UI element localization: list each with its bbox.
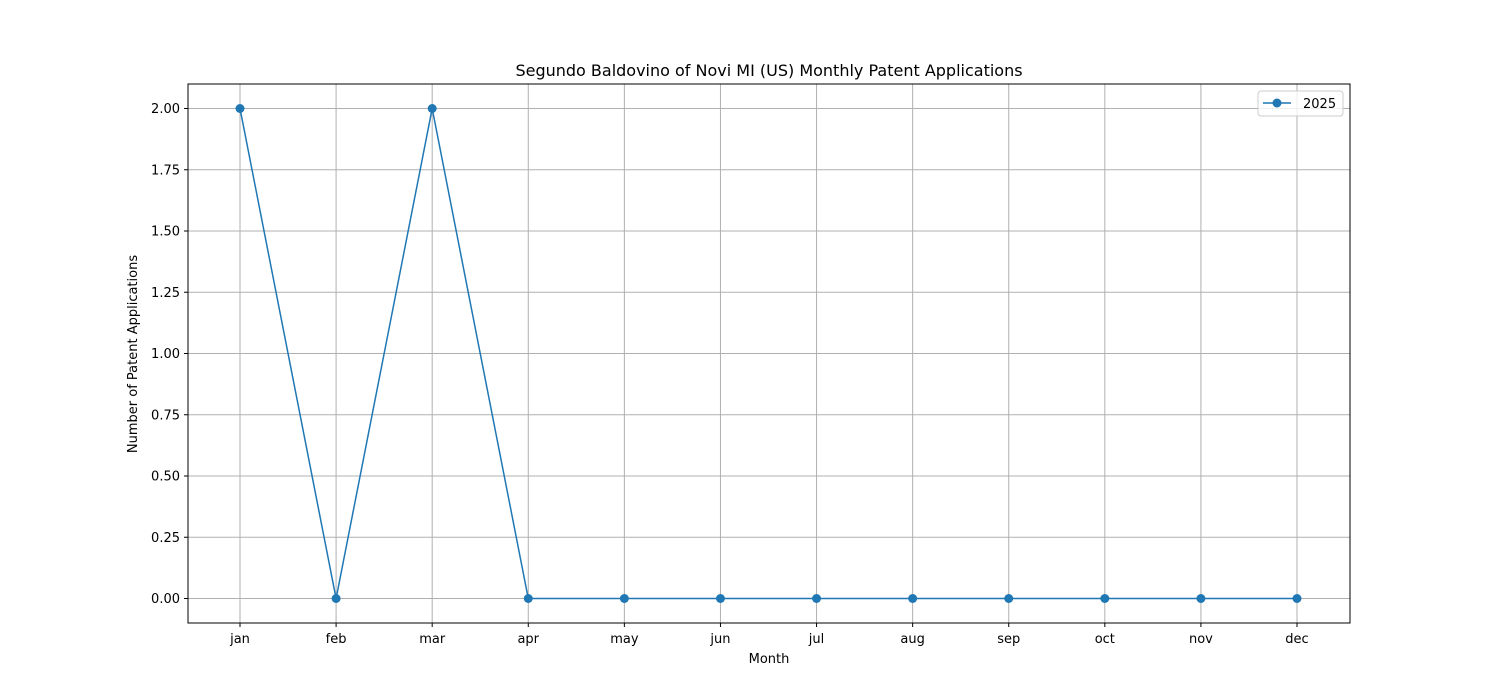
data-point — [1196, 594, 1205, 603]
x-tick-label: jul — [808, 632, 824, 647]
data-point — [236, 104, 245, 113]
data-point — [1293, 594, 1302, 603]
y-tick-label: 0.25 — [151, 531, 180, 546]
y-tick-label: 1.00 — [151, 347, 180, 362]
x-tick-label: nov — [1189, 632, 1213, 647]
x-tick-label: dec — [1285, 632, 1308, 647]
data-point — [620, 594, 629, 603]
data-point — [716, 594, 725, 603]
x-tick-label: apr — [517, 632, 539, 647]
legend-entry-label: 2025 — [1303, 97, 1336, 112]
data-point — [524, 594, 533, 603]
axes-layer: jan feb mar apr may jun jul aug sep oct nov dec 0.00… — [151, 84, 1350, 647]
y-tick-label: 0.00 — [151, 592, 180, 607]
y-tick-label: 1.25 — [151, 286, 180, 301]
x-tick-label: may — [610, 632, 639, 647]
y-tick-label: 0.50 — [151, 470, 180, 485]
legend: 2025 — [1258, 91, 1343, 116]
grid-layer — [188, 84, 1350, 623]
x-tick-label: oct — [1095, 632, 1115, 647]
data-point — [332, 594, 341, 603]
data-point — [1100, 594, 1109, 603]
y-axis-label: Number of Patent Applications — [126, 255, 141, 453]
y-tick-label: 0.75 — [151, 408, 180, 423]
y-tick-label: 2.00 — [151, 102, 180, 117]
x-tick-label: mar — [419, 632, 446, 647]
x-tick-label: sep — [997, 632, 1020, 647]
data-point — [428, 104, 437, 113]
data-point — [1004, 594, 1013, 603]
x-tick-label: aug — [900, 632, 924, 647]
legend-marker-swatch — [1273, 99, 1282, 108]
x-tick-label: jan — [229, 632, 250, 647]
data-point — [908, 594, 917, 603]
y-tick-label: 1.75 — [151, 163, 180, 178]
data-point — [812, 594, 821, 603]
x-tick-label: jun — [709, 632, 730, 647]
y-tick-label: 1.50 — [151, 225, 180, 240]
chart-title: Segundo Baldovino of Novi MI (US) Monthl… — [515, 61, 1022, 80]
x-tick-label: feb — [326, 632, 347, 647]
x-axis-label: Month — [749, 652, 790, 667]
